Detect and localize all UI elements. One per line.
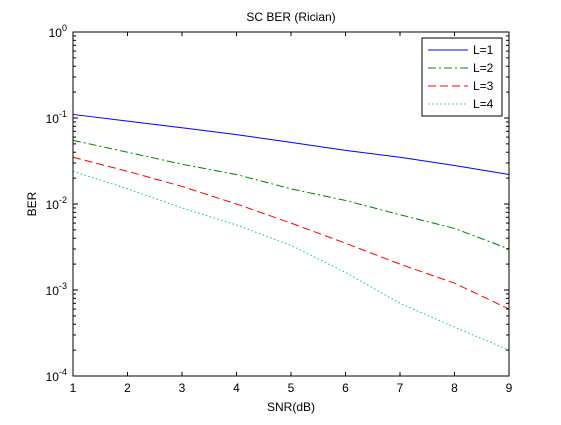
x-tick-label: 9: [506, 381, 513, 395]
x-axis-label: SNR(dB): [267, 400, 315, 414]
y-tick-label-exponent: -2: [59, 195, 67, 205]
legend-label: L=4: [473, 97, 494, 111]
y-tick-label-exponent: 0: [62, 23, 67, 33]
y-tick-label: 100: [49, 23, 67, 40]
y-tick-label-base: 10: [46, 284, 60, 298]
y-tick-label-base: 10: [46, 198, 60, 212]
y-tick-label-base: 10: [49, 26, 63, 40]
x-tick-label: 5: [288, 381, 295, 395]
series-line-L1: [72, 113, 510, 176]
x-tick-label: 3: [179, 381, 186, 395]
legend: L=1 L=2 L=3 L=4: [421, 37, 503, 117]
y-tick-label-exponent: -3: [59, 281, 67, 291]
series-line-L3: [72, 156, 510, 310]
y-axis-label: BER: [25, 191, 39, 216]
x-tick-label: 7: [397, 381, 404, 395]
chart-title: SC BER (Rician): [246, 10, 335, 24]
y-tick-label: 10-3: [46, 281, 67, 298]
y-tick-label: 10-2: [46, 195, 67, 212]
x-tick-label: 2: [124, 381, 131, 395]
series-line-L2: [72, 139, 510, 250]
legend-label: L=2: [473, 61, 494, 75]
series-layer: [72, 113, 510, 351]
y-tick-label: 10-4: [46, 367, 67, 384]
x-tick-label: 8: [451, 381, 458, 395]
legend-box: [421, 37, 503, 117]
y-tick-label-exponent: -4: [59, 367, 67, 377]
legend-label: L=3: [473, 79, 494, 93]
x-tick-label: 6: [342, 381, 349, 395]
x-tick-label: 1: [70, 381, 77, 395]
y-tick-label-base: 10: [46, 370, 60, 384]
y-tick-label: 10-1: [46, 109, 67, 126]
x-tick-label: 4: [233, 381, 240, 395]
y-tick-label-exponent: -1: [59, 109, 67, 119]
series-line-L4: [72, 170, 510, 351]
y-tick-label-base: 10: [46, 112, 60, 126]
legend-label: L=1: [473, 43, 494, 57]
